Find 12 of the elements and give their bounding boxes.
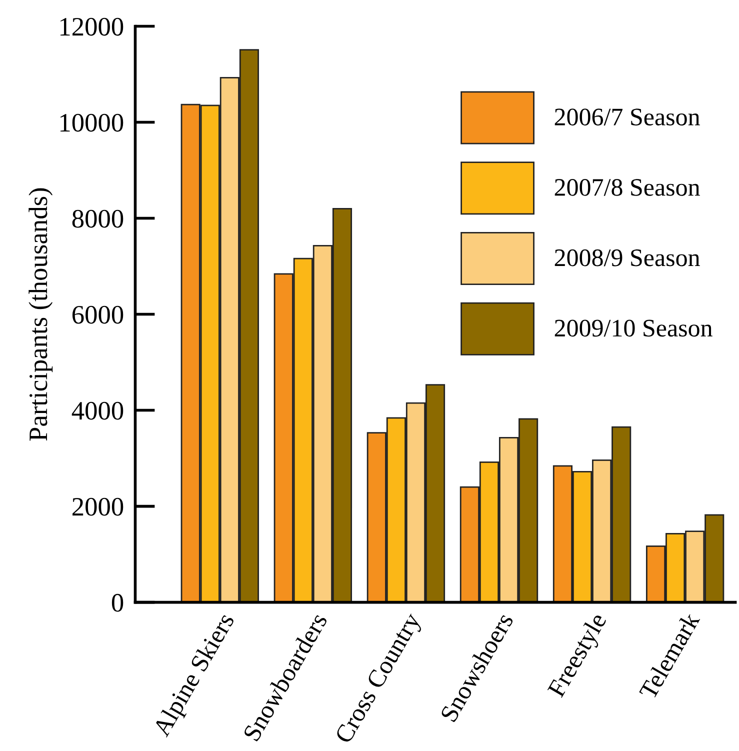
y-axis-title: Participants (thousands): [28, 188, 53, 441]
y-tick-label: 4000: [72, 402, 124, 420]
legend-label: 2007/8 Season: [554, 178, 700, 196]
y-tick-label: 2000: [72, 498, 124, 516]
y-tick-label: 6000: [72, 306, 124, 324]
legend-label: 2008/9 Season: [554, 249, 700, 266]
y-tick-label: 12000: [60, 18, 124, 36]
y-tick-label: 10000: [60, 114, 124, 132]
y-tick-label: 0: [112, 594, 124, 612]
legend-label: 2006/7 Season: [554, 108, 700, 126]
legend-label: 2009/10 Season: [554, 320, 712, 337]
y-tick-label: 8000: [72, 210, 124, 228]
